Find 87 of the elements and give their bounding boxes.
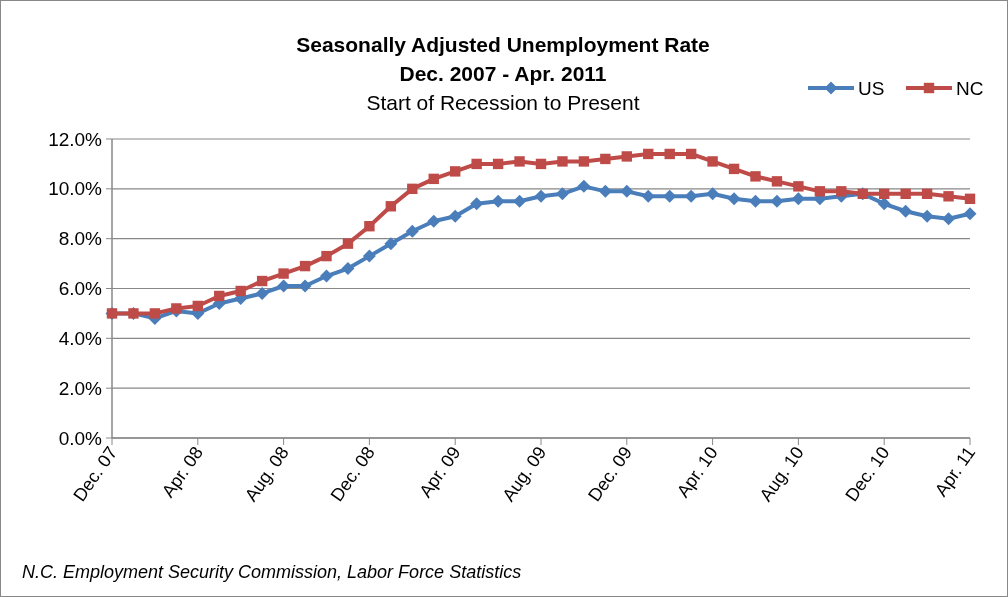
point bbox=[750, 171, 761, 182]
point bbox=[963, 207, 977, 221]
point bbox=[192, 300, 203, 312]
point bbox=[684, 189, 698, 203]
point bbox=[771, 176, 783, 187]
point bbox=[491, 194, 505, 208]
point bbox=[299, 260, 311, 272]
point bbox=[728, 163, 740, 175]
point bbox=[171, 303, 182, 314]
point bbox=[534, 189, 548, 203]
point bbox=[535, 158, 547, 170]
x-tick-label: Dec. 09 bbox=[584, 442, 637, 506]
point bbox=[555, 187, 569, 201]
x-tick-label: Apr. 08 bbox=[157, 442, 208, 502]
point bbox=[663, 189, 677, 203]
point bbox=[899, 204, 913, 218]
point bbox=[600, 153, 611, 165]
point bbox=[320, 269, 333, 283]
point bbox=[621, 151, 632, 162]
y-tick-label: 8.0% bbox=[58, 228, 103, 250]
point bbox=[921, 188, 933, 200]
point bbox=[513, 194, 527, 208]
point bbox=[450, 166, 461, 177]
point bbox=[685, 148, 697, 160]
point bbox=[598, 184, 612, 198]
point bbox=[278, 268, 289, 279]
x-tick-label: Apr. 11 bbox=[930, 442, 980, 500]
point bbox=[448, 209, 462, 223]
point bbox=[492, 158, 504, 170]
point bbox=[964, 193, 976, 204]
point bbox=[814, 186, 826, 197]
point bbox=[364, 221, 375, 232]
point bbox=[577, 179, 591, 193]
point bbox=[836, 186, 847, 197]
point bbox=[298, 279, 312, 293]
x-tick-label: Apr. 10 bbox=[672, 442, 722, 502]
point bbox=[235, 285, 246, 297]
text: N.C. Employment Security Commission, Labor Force Statistics bbox=[22, 562, 522, 582]
point bbox=[620, 184, 634, 198]
point bbox=[793, 181, 804, 192]
point bbox=[149, 308, 161, 319]
point bbox=[321, 250, 332, 262]
point bbox=[384, 237, 398, 251]
legend-label: NC bbox=[956, 77, 984, 99]
point bbox=[641, 189, 655, 203]
point bbox=[791, 192, 805, 206]
y-tick-label: 2.0% bbox=[58, 377, 103, 399]
chart-title: Seasonally Adjusted Unemployment Rate Dec. 2007 - Apr. 2011 bbox=[296, 33, 710, 85]
chart-subtitle: Start of Recession to Present bbox=[366, 91, 640, 114]
point bbox=[643, 148, 654, 160]
y-tick-label: 10.0% bbox=[48, 178, 103, 200]
point bbox=[879, 188, 890, 200]
point bbox=[749, 194, 762, 208]
point bbox=[664, 148, 675, 160]
point bbox=[877, 197, 891, 211]
point bbox=[341, 262, 355, 276]
point bbox=[385, 201, 397, 212]
point bbox=[428, 173, 439, 185]
point bbox=[214, 290, 225, 302]
point bbox=[405, 224, 419, 238]
legend-label: US bbox=[858, 77, 885, 99]
point bbox=[578, 156, 590, 167]
point bbox=[727, 192, 741, 206]
y-tick-label: 6.0% bbox=[58, 278, 103, 300]
point bbox=[706, 187, 720, 201]
x-tick-label: Dec. 08 bbox=[326, 442, 379, 506]
point bbox=[362, 249, 376, 263]
point bbox=[256, 275, 268, 287]
point bbox=[557, 156, 568, 167]
x-tick-label: Apr. 09 bbox=[415, 442, 465, 502]
point bbox=[255, 286, 269, 300]
point bbox=[920, 209, 934, 223]
point bbox=[342, 238, 354, 249]
y-tick-label: 4.0% bbox=[58, 327, 103, 349]
point bbox=[942, 212, 956, 226]
point bbox=[471, 158, 482, 170]
point bbox=[707, 156, 718, 167]
y-tick-label: 0.0% bbox=[58, 427, 103, 449]
point bbox=[407, 183, 418, 195]
point bbox=[514, 156, 525, 167]
x-tick-label: Dec. 10 bbox=[841, 442, 894, 506]
point bbox=[470, 197, 484, 211]
point bbox=[943, 191, 954, 202]
y-tick-label: 12.0% bbox=[48, 128, 103, 150]
point bbox=[900, 188, 911, 200]
point bbox=[427, 214, 441, 228]
point bbox=[770, 194, 784, 208]
